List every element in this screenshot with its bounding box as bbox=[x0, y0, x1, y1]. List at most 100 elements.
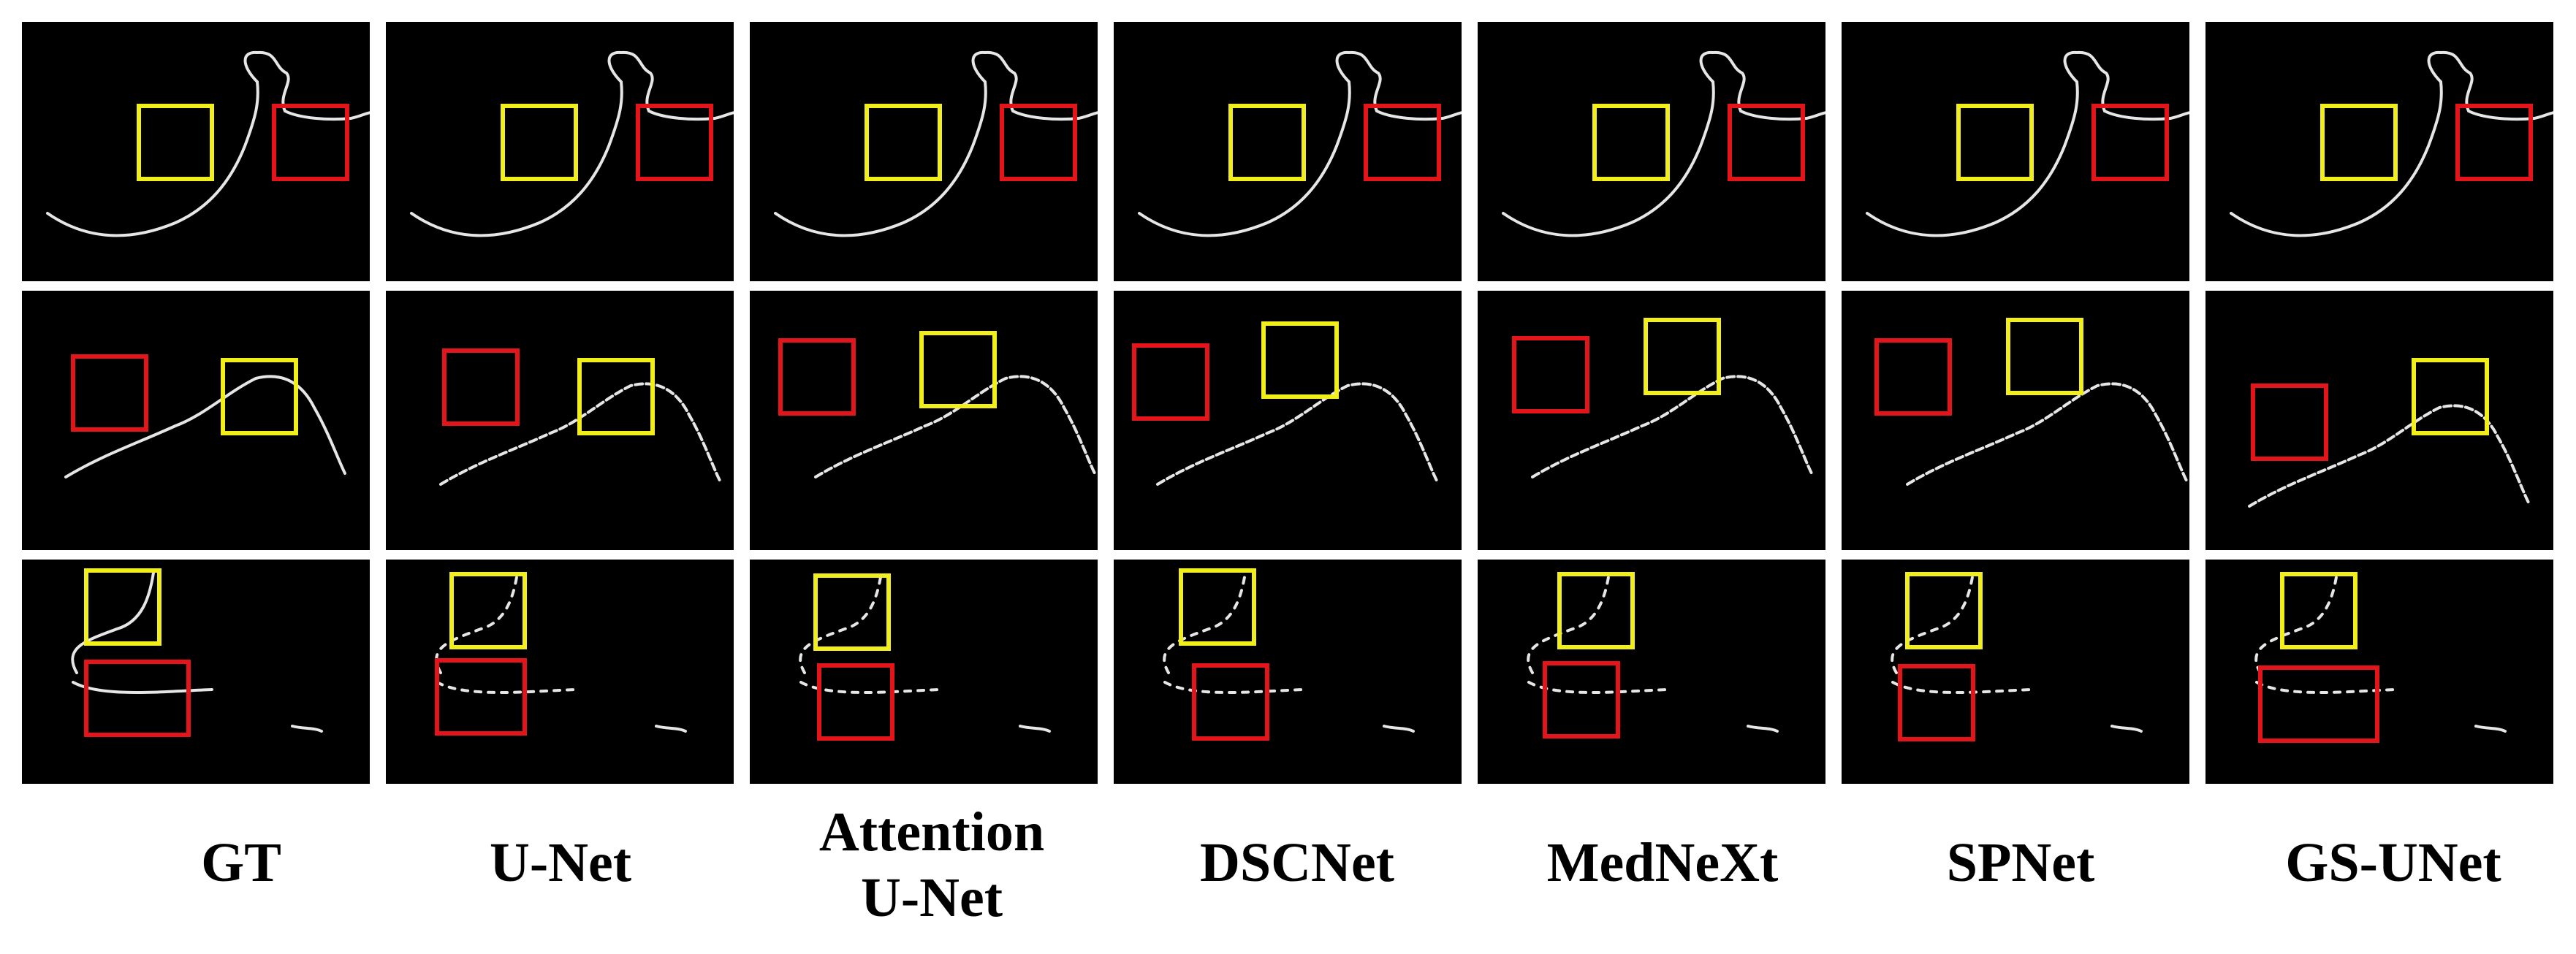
segmentation-panel-row-1-col-4 bbox=[1114, 22, 1462, 281]
vessel-trace bbox=[410, 50, 734, 237]
yellow-highlight-box bbox=[1905, 572, 1983, 649]
red-highlight-box bbox=[1132, 343, 1209, 421]
red-highlight-box bbox=[84, 660, 191, 737]
yellow-highlight-box bbox=[1261, 321, 1339, 399]
red-highlight-box bbox=[1000, 104, 1077, 181]
vessel-trace bbox=[2254, 571, 2338, 674]
red-highlight-box bbox=[1898, 664, 1975, 741]
vessel-trace bbox=[1156, 382, 1438, 486]
vessel-trace bbox=[64, 375, 346, 478]
yellow-highlight-box bbox=[1228, 104, 1306, 181]
segmentation-panel-row-1-col-3 bbox=[750, 22, 1098, 281]
yellow-highlight-box bbox=[449, 572, 527, 649]
yellow-highlight-box bbox=[221, 358, 298, 435]
segmentation-panel-row-1-col-7 bbox=[2205, 22, 2553, 281]
red-highlight-box bbox=[435, 658, 527, 736]
vessel-trace bbox=[774, 50, 1098, 237]
vessel-trace bbox=[1866, 50, 2189, 237]
label-unet: U-Net bbox=[489, 832, 632, 893]
segmentation-panel-row-2-col-7 bbox=[2205, 291, 2553, 550]
segmentation-panel-row-3-col-6 bbox=[1842, 560, 2189, 784]
segmentation-panel-row-3-col-3 bbox=[750, 560, 1098, 784]
panel-canvas bbox=[439, 348, 721, 486]
segmentation-panel-row-2-col-2 bbox=[386, 291, 734, 550]
yellow-highlight-box bbox=[501, 104, 578, 181]
segmentation-panel-row-3-col-5 bbox=[1478, 560, 1825, 784]
panel-canvas bbox=[1163, 568, 1415, 741]
segmentation-panel-row-1-col-1 bbox=[22, 22, 370, 281]
vessel-trace bbox=[435, 571, 519, 674]
yellow-highlight-box bbox=[137, 104, 214, 181]
vessel-trace bbox=[655, 725, 687, 733]
red-highlight-box bbox=[272, 104, 349, 181]
vessel-trace bbox=[1163, 681, 1305, 694]
vessel-trace bbox=[1383, 725, 1415, 733]
vessel-trace bbox=[799, 571, 883, 674]
label-attention-unet-line1: Attention bbox=[818, 801, 1045, 863]
vessel-trace bbox=[1891, 571, 1975, 674]
panel-canvas bbox=[774, 50, 1098, 237]
panel-canvas bbox=[2230, 50, 2553, 237]
label-dscnet: DSCNet bbox=[1200, 832, 1394, 893]
red-highlight-box bbox=[2455, 104, 2533, 181]
red-highlight-box bbox=[1874, 338, 1952, 416]
segmentation-panel-row-3-col-4 bbox=[1114, 560, 1462, 784]
vessel-trace bbox=[2255, 681, 2397, 694]
segmentation-panel-row-3-col-1 bbox=[22, 560, 370, 784]
yellow-highlight-box bbox=[919, 331, 997, 408]
vessel-trace bbox=[2474, 725, 2507, 733]
yellow-highlight-box bbox=[813, 573, 891, 651]
vessel-trace bbox=[1019, 725, 1051, 733]
segmentation-panel-row-2-col-3 bbox=[750, 291, 1098, 550]
panel-canvas bbox=[64, 354, 346, 478]
red-highlight-box bbox=[1192, 663, 1269, 741]
yellow-highlight-box bbox=[2280, 572, 2357, 649]
panel-canvas bbox=[2254, 571, 2507, 743]
vessel-trace bbox=[72, 681, 213, 694]
vessel-trace bbox=[1163, 571, 1247, 674]
red-highlight-box bbox=[817, 663, 894, 741]
red-highlight-box bbox=[1543, 661, 1620, 739]
vessel-trace bbox=[1138, 50, 1462, 237]
yellow-highlight-box bbox=[1179, 568, 1256, 646]
red-highlight-box bbox=[778, 338, 856, 416]
panel-canvas bbox=[778, 331, 1096, 478]
vessel-trace bbox=[814, 375, 1096, 478]
panel-canvas bbox=[410, 50, 734, 237]
vessel-trace bbox=[436, 681, 577, 694]
panel-canvas bbox=[71, 568, 323, 737]
panel-canvas bbox=[1874, 318, 2188, 486]
vessel-trace bbox=[1891, 681, 2033, 694]
panel-canvas bbox=[799, 571, 1051, 741]
panel-canvas bbox=[2248, 358, 2530, 508]
vessel-trace bbox=[1502, 50, 1825, 237]
yellow-highlight-box bbox=[2320, 104, 2398, 181]
yellow-highlight-box bbox=[865, 104, 942, 181]
label-spnet: SPNet bbox=[1946, 832, 2095, 893]
segmentation-panel-row-3-col-2 bbox=[386, 560, 734, 784]
panel-canvas bbox=[1132, 321, 1438, 486]
panel-canvas bbox=[1138, 50, 1462, 237]
yellow-highlight-box bbox=[84, 568, 162, 646]
yellow-highlight-box bbox=[2412, 358, 2489, 435]
red-highlight-box bbox=[1728, 104, 1805, 181]
yellow-highlight-box bbox=[1592, 104, 1670, 181]
panel-canvas bbox=[435, 571, 687, 736]
panel-canvas bbox=[1866, 50, 2189, 237]
yellow-highlight-box bbox=[1644, 318, 1721, 395]
yellow-highlight-box bbox=[577, 358, 655, 435]
segmentation-panel-row-1-col-6 bbox=[1842, 22, 2189, 281]
vessel-trace bbox=[1527, 681, 1669, 694]
vessel-trace bbox=[1527, 571, 1611, 674]
vessel-trace bbox=[2230, 50, 2553, 237]
vessel-trace bbox=[2110, 725, 2143, 733]
segmentation-panel-row-2-col-1 bbox=[22, 291, 370, 550]
vessel-trace bbox=[1906, 382, 2188, 486]
red-highlight-box bbox=[2091, 104, 2169, 181]
vessel-trace bbox=[291, 725, 323, 733]
segmentation-panel-row-1-col-5 bbox=[1478, 22, 1825, 281]
yellow-highlight-box bbox=[2006, 318, 2083, 395]
red-highlight-box bbox=[1364, 104, 1441, 181]
segmentation-panel-row-2-col-4 bbox=[1114, 291, 1462, 550]
